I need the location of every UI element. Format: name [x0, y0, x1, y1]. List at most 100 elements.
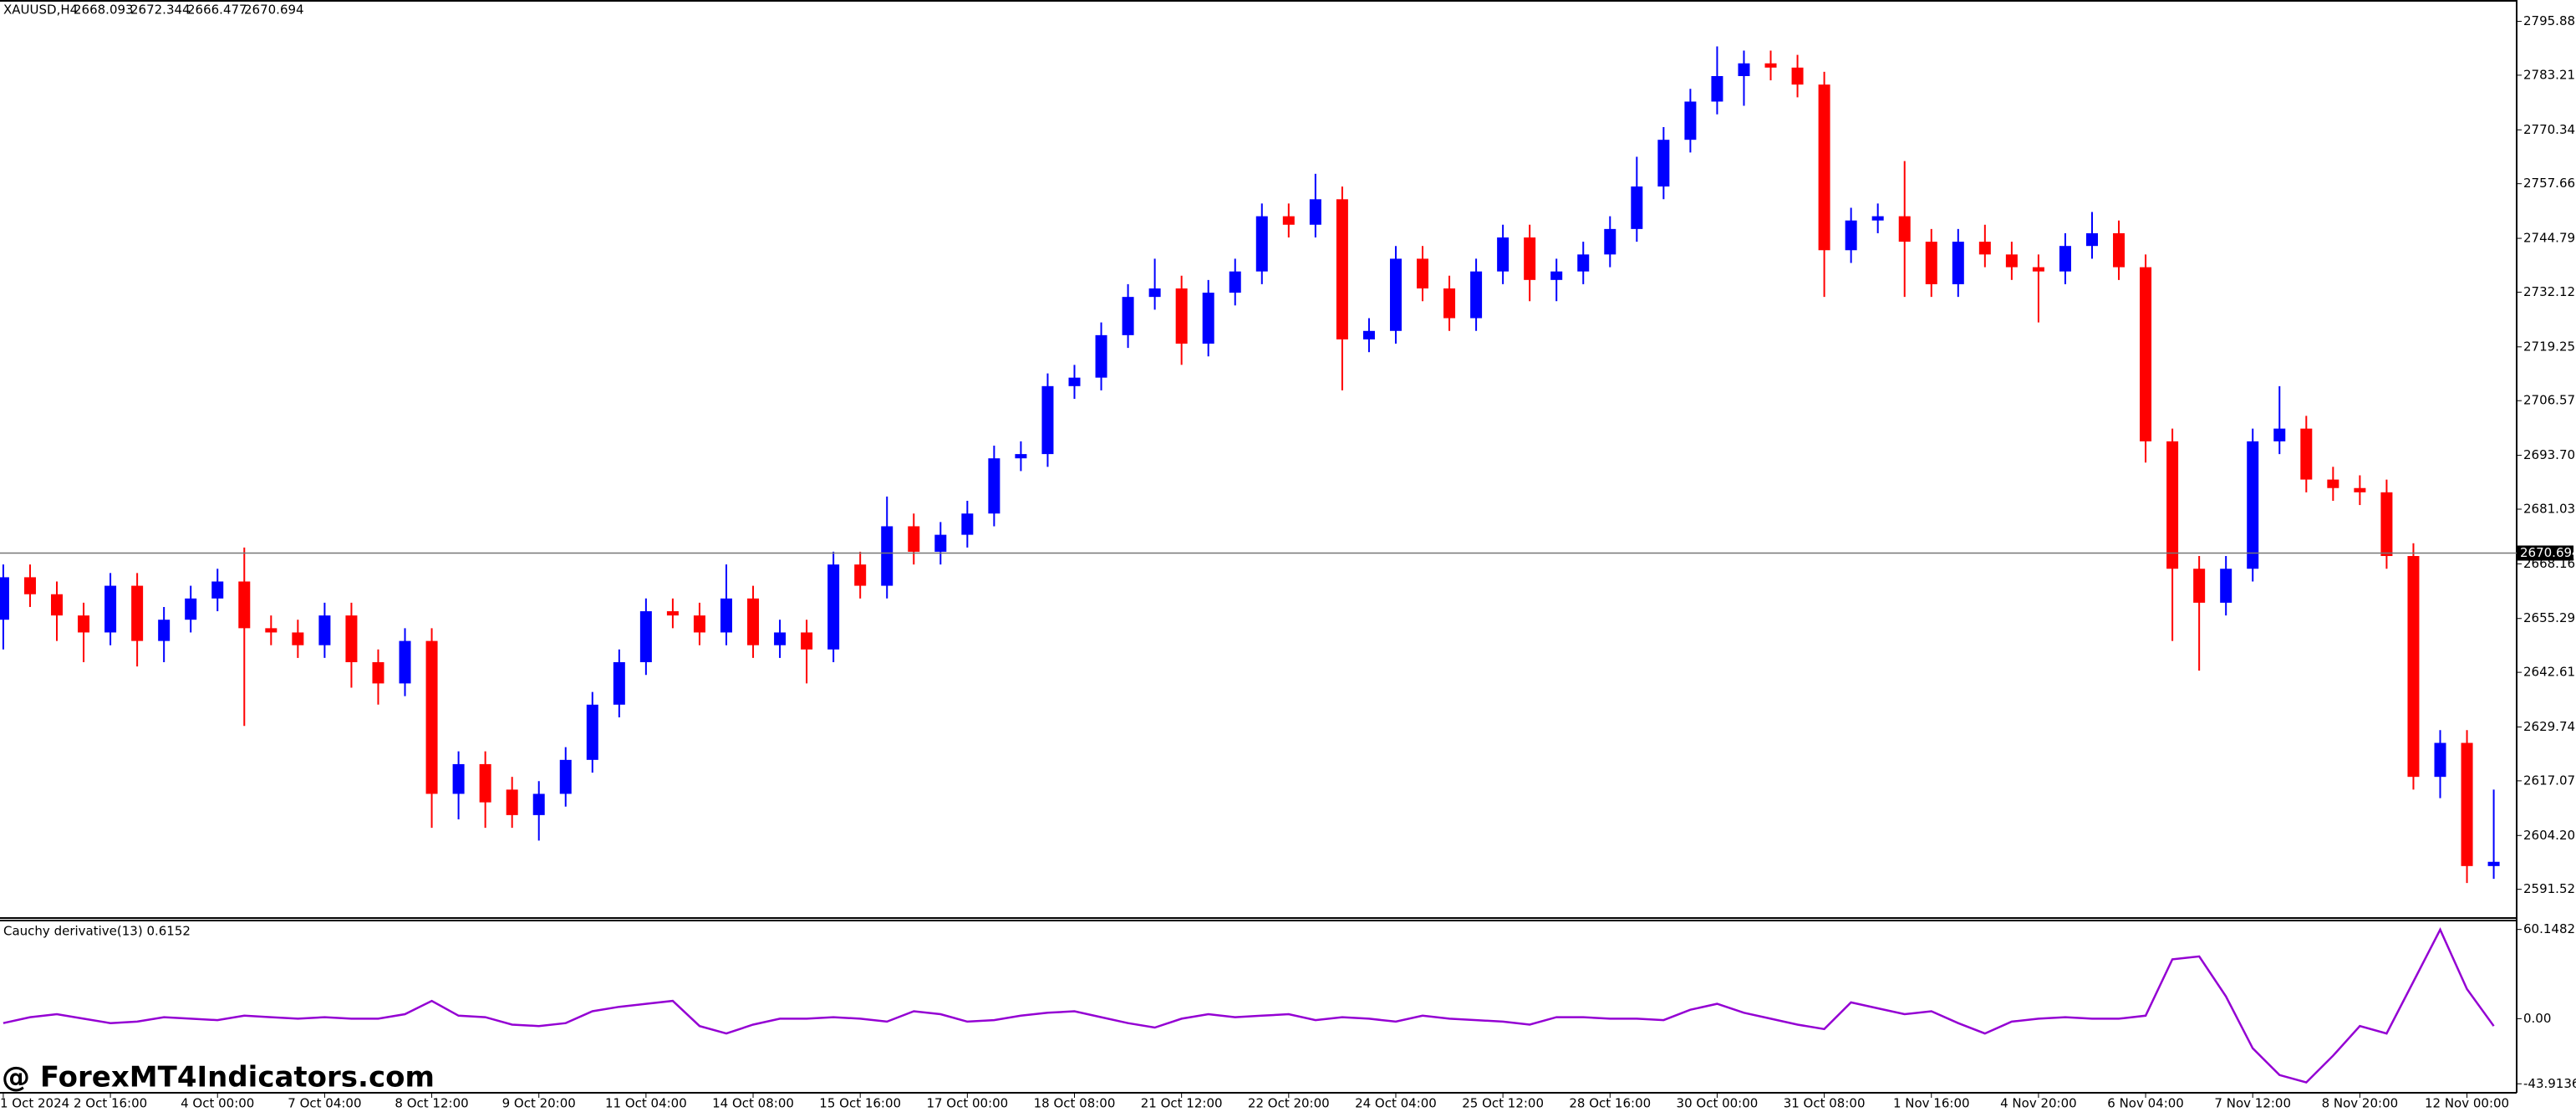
x-tick-label: 21 Oct 12:00 [1141, 1096, 1223, 1111]
x-tick-label: 4 Nov 20:00 [2000, 1096, 2077, 1111]
x-tick-label: 22 Oct 20:00 [1248, 1096, 1330, 1111]
y-tick-label: 2770.340 [2523, 122, 2576, 137]
candle-body [372, 662, 384, 684]
y-tick-label: 2757.665 [2523, 176, 2576, 191]
candle-body [693, 615, 705, 633]
y-tick-label: 2591.525 [2523, 881, 2576, 896]
candle-body [747, 598, 760, 645]
candle-body [318, 615, 331, 645]
candle-body [1631, 186, 1643, 229]
candle-body [613, 662, 625, 705]
x-tick-label: 11 Oct 04:00 [605, 1096, 687, 1111]
y-tick-label: 0.00 [2523, 1011, 2551, 1026]
candle-body [1978, 242, 1991, 255]
candle-body [961, 513, 974, 535]
candle-body [1336, 199, 1348, 339]
candle-body [1791, 67, 1804, 85]
candle-body [2380, 492, 2393, 557]
symbol-title: XAUUSD,H4 [3, 3, 78, 18]
x-tick-label: 14 Oct 08:00 [712, 1096, 794, 1111]
candle-body [1470, 271, 1483, 319]
candle-body [1497, 237, 1509, 272]
candle-body [1871, 216, 1884, 221]
x-tick-label: 8 Oct 12:00 [395, 1096, 468, 1111]
candle-body [185, 598, 197, 620]
candle-body [2059, 246, 2071, 272]
candle-body [479, 763, 491, 803]
candle-body [881, 526, 893, 586]
x-tick-label: 17 Oct 00:00 [926, 1096, 1008, 1111]
candle-body [131, 585, 144, 641]
y-tick-label: 2604.200 [2523, 828, 2576, 843]
candle-body [1657, 140, 1670, 187]
candle-body [854, 564, 867, 586]
x-tick-label: 31 Oct 08:00 [1784, 1096, 1866, 1111]
candle-body [1389, 258, 1402, 331]
x-tick-label: 2 Oct 16:00 [74, 1096, 147, 1111]
x-tick-label: 30 Oct 00:00 [1677, 1096, 1759, 1111]
candle-body [1443, 288, 1456, 319]
candle-body [2407, 556, 2420, 778]
candle-body [211, 581, 224, 599]
candle-body [2085, 232, 2098, 247]
candle-body [2005, 254, 2018, 268]
candle-body [2193, 569, 2206, 603]
x-tick-label: 12 Nov 00:00 [2425, 1096, 2509, 1111]
x-tick-label: 1 Nov 16:00 [1893, 1096, 1970, 1111]
candle-body [1952, 242, 1964, 284]
ohlc-readout: 2666.477 [187, 3, 247, 18]
candle-body [934, 534, 947, 552]
y-tick-label: 2642.615 [2523, 665, 2576, 680]
candle-body [639, 611, 652, 663]
candle-body [2247, 441, 2259, 569]
candle-body [1818, 84, 1830, 251]
candle-body [532, 793, 545, 815]
y-tick-label: 2732.120 [2523, 284, 2576, 299]
candle-body [1577, 254, 1590, 272]
y-tick-label: 2629.745 [2523, 719, 2576, 734]
y-tick-label: 2693.705 [2523, 447, 2576, 462]
candle-body [2140, 267, 2152, 441]
candle-body [2461, 742, 2473, 866]
candle-body [1738, 63, 1750, 76]
candle-body [1550, 271, 1563, 280]
candle-body [452, 763, 465, 794]
y-tick-label: 2744.795 [2523, 231, 2576, 246]
indicator-line [3, 927, 2495, 1084]
candle-body [2327, 479, 2339, 488]
candle-body [2487, 861, 2500, 866]
candle-body [0, 577, 9, 620]
candle-body [586, 704, 598, 760]
candle-body [1309, 199, 1321, 225]
candle-body [238, 581, 251, 629]
candle-body [720, 598, 732, 633]
x-tick-label: 15 Oct 16:00 [819, 1096, 901, 1111]
candle-body [1362, 330, 1375, 339]
candle-body [2113, 232, 2125, 268]
candle-body [292, 632, 304, 645]
candle-body [51, 594, 64, 616]
ohlc-readout: 2670.694 [244, 3, 304, 18]
candle-body [988, 458, 1000, 514]
candle-body [827, 564, 840, 650]
candle-body [1148, 288, 1161, 298]
candle-body [1925, 242, 1937, 284]
candle-body [1764, 63, 1777, 68]
candle-body [1255, 216, 1268, 272]
candle-body [506, 789, 518, 815]
candle-body [801, 632, 813, 650]
y-tick-label: 2783.210 [2523, 67, 2576, 82]
candle-body [158, 620, 171, 641]
candle-body [1229, 271, 1241, 293]
current-price-label: 2670.694 [2520, 545, 2576, 560]
candle-body [2166, 441, 2179, 569]
x-tick-label: 9 Oct 20:00 [502, 1096, 576, 1111]
candle-body [2434, 742, 2446, 778]
candle-body [265, 628, 277, 633]
candle-body [1122, 297, 1134, 335]
y-tick-label: 60.1482 [2523, 921, 2575, 936]
y-tick-label: 2706.575 [2523, 393, 2576, 408]
watermark: @ ForexMT4Indicators.com [2, 1061, 435, 1094]
